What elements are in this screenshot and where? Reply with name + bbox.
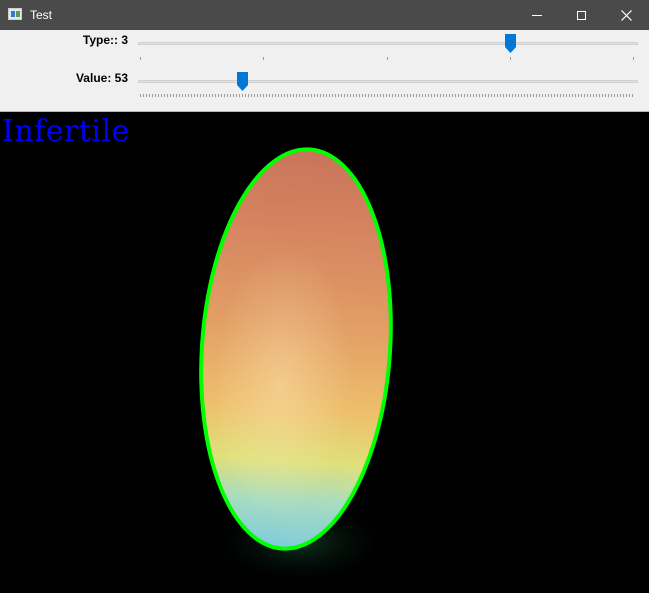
type-trackbar-tick bbox=[633, 57, 634, 60]
title-bar[interactable]: Test bbox=[0, 0, 649, 30]
maximize-icon bbox=[577, 10, 586, 20]
egg-highlight bbox=[217, 231, 359, 512]
type-trackbar-tick bbox=[140, 57, 141, 60]
type-trackbar-tick bbox=[263, 57, 265, 60]
maximize-button[interactable] bbox=[559, 0, 604, 30]
type-trackbar-thumb[interactable] bbox=[505, 34, 516, 53]
classification-label: Infertile bbox=[2, 114, 130, 149]
app-window-icon bbox=[8, 8, 22, 20]
close-button[interactable] bbox=[604, 0, 649, 30]
type-trackbar-track[interactable] bbox=[138, 42, 638, 45]
minimize-icon bbox=[531, 14, 542, 16]
type-trackbar-label: Type:: 3 bbox=[82, 33, 128, 47]
window-title: Test bbox=[30, 8, 53, 22]
type-trackbar-ticks bbox=[140, 57, 634, 61]
egg-image bbox=[199, 147, 395, 587]
value-trackbar-ticks bbox=[140, 94, 634, 97]
value-trackbar-track[interactable] bbox=[138, 80, 638, 83]
type-trackbar-tick bbox=[386, 57, 388, 60]
value-trackbar-label: Value: 53 bbox=[75, 71, 128, 85]
minimize-button[interactable] bbox=[514, 0, 559, 30]
trackbar-panel: Type:: 3 Value: 53 bbox=[0, 30, 649, 112]
image-display: Infertile bbox=[0, 112, 649, 593]
panel-divider bbox=[0, 111, 649, 112]
close-icon bbox=[621, 9, 632, 21]
type-trackbar-tick bbox=[509, 57, 511, 60]
egg-contour bbox=[199, 147, 393, 551]
value-trackbar-thumb[interactable] bbox=[237, 72, 249, 91]
